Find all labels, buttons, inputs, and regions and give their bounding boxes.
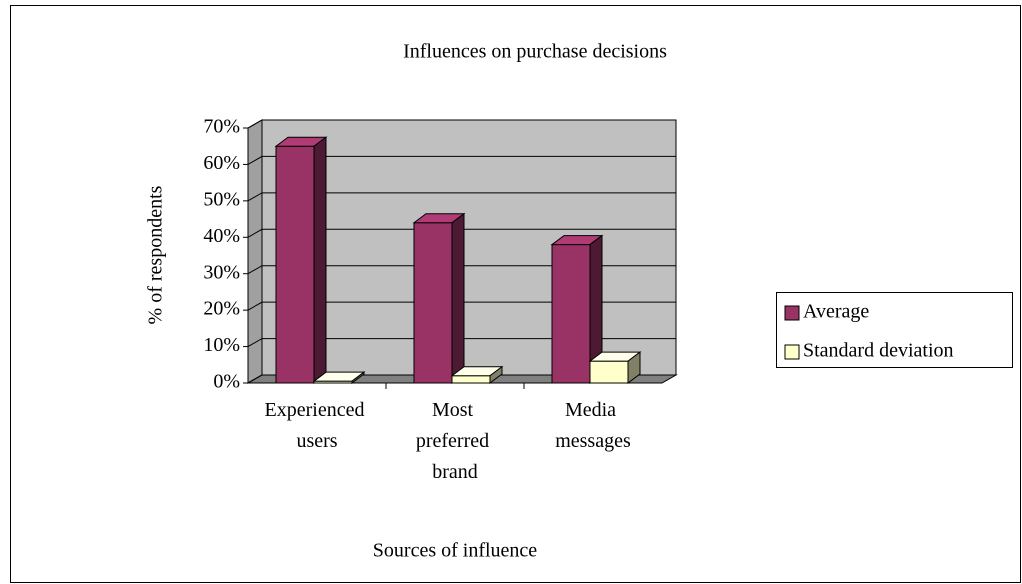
bar-front	[451, 375, 491, 384]
legend-label: Standard deviation	[803, 340, 954, 362]
bar-front	[275, 145, 315, 384]
bar-side	[313, 136, 327, 384]
bar-front	[413, 222, 453, 384]
x-tick-label: Most preferred brand	[416, 399, 494, 483]
y-axis-label: % of respondents	[145, 185, 167, 324]
x-tick-label: Media messages	[555, 399, 631, 452]
bar-side	[489, 365, 503, 384]
bar-side	[627, 351, 641, 384]
y-tick-label: 0%	[213, 371, 240, 393]
y-tick-label: 10%	[203, 334, 240, 356]
grid-line	[247, 265, 676, 275]
side-wall	[247, 119, 263, 384]
bar-front	[551, 244, 591, 384]
y-tick-label: 50%	[203, 188, 240, 210]
x-axis-label: Sources of influence	[373, 540, 538, 562]
x-tick-label: Experienced users	[265, 399, 370, 452]
y-tick-label: 40%	[203, 225, 240, 247]
grid-line	[247, 374, 676, 384]
legend-swatch	[784, 344, 800, 360]
legend-label: Average	[803, 301, 869, 323]
chart-title: Influences on purchase decisions	[403, 41, 667, 63]
bar-side	[351, 371, 365, 384]
bar-front	[589, 360, 629, 384]
y-tick-label: 30%	[203, 261, 240, 283]
grid-line	[247, 228, 676, 238]
grid-line	[247, 155, 676, 165]
grid-line	[247, 119, 676, 129]
grid-line	[247, 301, 676, 311]
grid-line	[247, 338, 676, 348]
legend	[776, 292, 1013, 368]
bar-side	[451, 212, 465, 384]
y-tick-label: 20%	[203, 298, 240, 320]
y-tick-label: 60%	[203, 152, 240, 174]
legend-swatch	[784, 305, 800, 321]
grid-line	[247, 192, 676, 202]
y-tick-label: 70%	[203, 116, 240, 138]
